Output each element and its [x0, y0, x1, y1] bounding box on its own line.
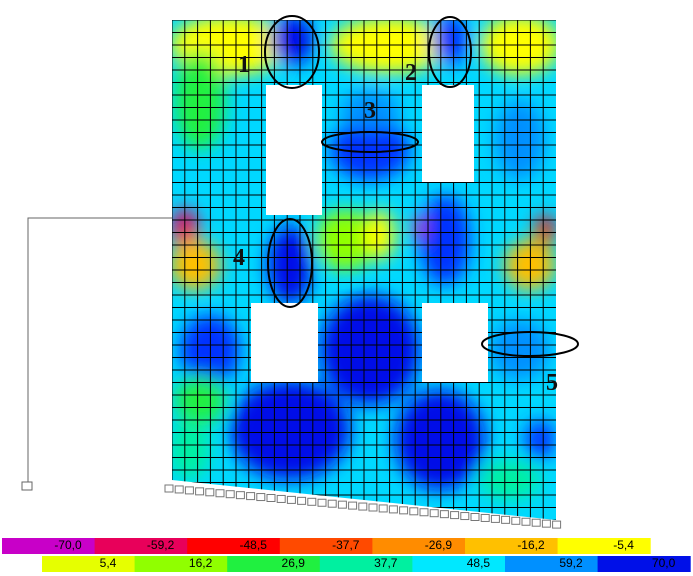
- contour-blob: [535, 215, 555, 245]
- support-node: [195, 487, 205, 496]
- legend-swatch: [134, 556, 228, 572]
- support-node: [337, 500, 347, 509]
- annotation: 1: [238, 52, 250, 78]
- legend-label: -37,7: [332, 538, 360, 552]
- legend-swatch: [465, 538, 559, 554]
- legend-label: 59,2: [559, 556, 583, 570]
- legend-label: 26,9: [282, 556, 306, 570]
- support-line: [27, 217, 172, 482]
- contour-blob: [395, 390, 485, 490]
- support-node: [246, 492, 256, 501]
- contour-blob: [315, 210, 375, 270]
- legend-swatch: [372, 538, 466, 554]
- contour-blob: [172, 420, 210, 480]
- support-node: [225, 490, 235, 499]
- support-node: [286, 495, 296, 504]
- contour-blob: [230, 380, 350, 480]
- support-node: [460, 512, 470, 521]
- support-node: [541, 519, 551, 528]
- support-node: [256, 493, 266, 502]
- wall: [172, 20, 556, 520]
- legend-label: 48,5: [467, 556, 491, 570]
- support-node: [399, 506, 409, 515]
- support-node: [450, 511, 460, 520]
- contour-blob: [365, 210, 395, 260]
- support-node: [511, 516, 521, 525]
- contour-blob: [480, 460, 540, 500]
- support-node: [307, 497, 317, 506]
- contour-blob: [175, 375, 225, 425]
- legend-swatch: [279, 538, 373, 554]
- support-node: [490, 514, 500, 523]
- legend-swatch: [505, 556, 599, 572]
- contour-blob: [172, 240, 220, 290]
- legend-label: -26,9: [425, 538, 453, 552]
- support-node: [215, 489, 225, 498]
- legend-label: 5,4: [100, 556, 117, 570]
- support-node: [409, 507, 419, 516]
- openings: [251, 85, 488, 382]
- legend-label: 16,2: [189, 556, 213, 570]
- contour-blob: [320, 295, 420, 405]
- annotation: 2: [405, 60, 417, 86]
- contour-blob: [175, 50, 225, 150]
- legend: -70,0 -59,2 -48,5 -37,7 -26,9 -16,2 -5,4 5,4 16,…: [2, 538, 691, 572]
- support-node: [552, 520, 562, 529]
- legend-swatch: [597, 556, 691, 572]
- support-node: [368, 503, 378, 512]
- support-node: [388, 505, 398, 514]
- annotation: 4: [233, 245, 245, 271]
- contour-blob: [270, 20, 314, 65]
- contour-blob: [525, 420, 555, 460]
- support-node: [419, 508, 429, 517]
- legend-swatch: [412, 556, 506, 572]
- legend-swatch: [319, 556, 413, 572]
- support-node: [327, 499, 337, 508]
- support-node: [521, 517, 531, 526]
- highlight-ellipses: [264, 15, 579, 357]
- support-node: [276, 494, 286, 503]
- support-node: [317, 498, 327, 507]
- legend-label: -5,4: [613, 538, 634, 552]
- legend-label: -59,2: [147, 538, 175, 552]
- legend-label: -16,2: [517, 538, 545, 552]
- support-node: [531, 518, 541, 527]
- support-node: [184, 486, 194, 495]
- support-node: [21, 481, 33, 491]
- contour-blob: [420, 195, 470, 285]
- contour-blob: [495, 100, 545, 180]
- support-node: [501, 515, 511, 524]
- legend-label: 37,7: [374, 556, 398, 570]
- support-node: [378, 504, 388, 513]
- support-node: [205, 488, 215, 497]
- support-node: [470, 513, 480, 521]
- legend-label: 70,0: [652, 556, 676, 570]
- legend-swatch: [187, 538, 281, 554]
- legend-label: -48,5: [240, 538, 268, 552]
- support-node: [358, 502, 368, 511]
- support-node: [297, 496, 307, 505]
- support-node: [429, 509, 439, 518]
- support-node: [235, 491, 245, 500]
- support-node: [439, 510, 449, 519]
- support-node: [480, 513, 490, 522]
- legend-label: -70,0: [54, 538, 82, 552]
- support-node: [174, 485, 184, 494]
- annotation: 5: [546, 370, 558, 396]
- support-node: [266, 494, 276, 502]
- support-node: [164, 484, 174, 493]
- annotation: 3: [364, 98, 376, 124]
- contour-blob: [490, 320, 550, 380]
- legend-swatch: [557, 538, 651, 554]
- legend-swatch: [2, 538, 96, 554]
- legend-swatch: [94, 538, 188, 554]
- support-node: [348, 501, 358, 510]
- legend-swatch: [42, 556, 136, 572]
- legend-swatch: [227, 556, 321, 572]
